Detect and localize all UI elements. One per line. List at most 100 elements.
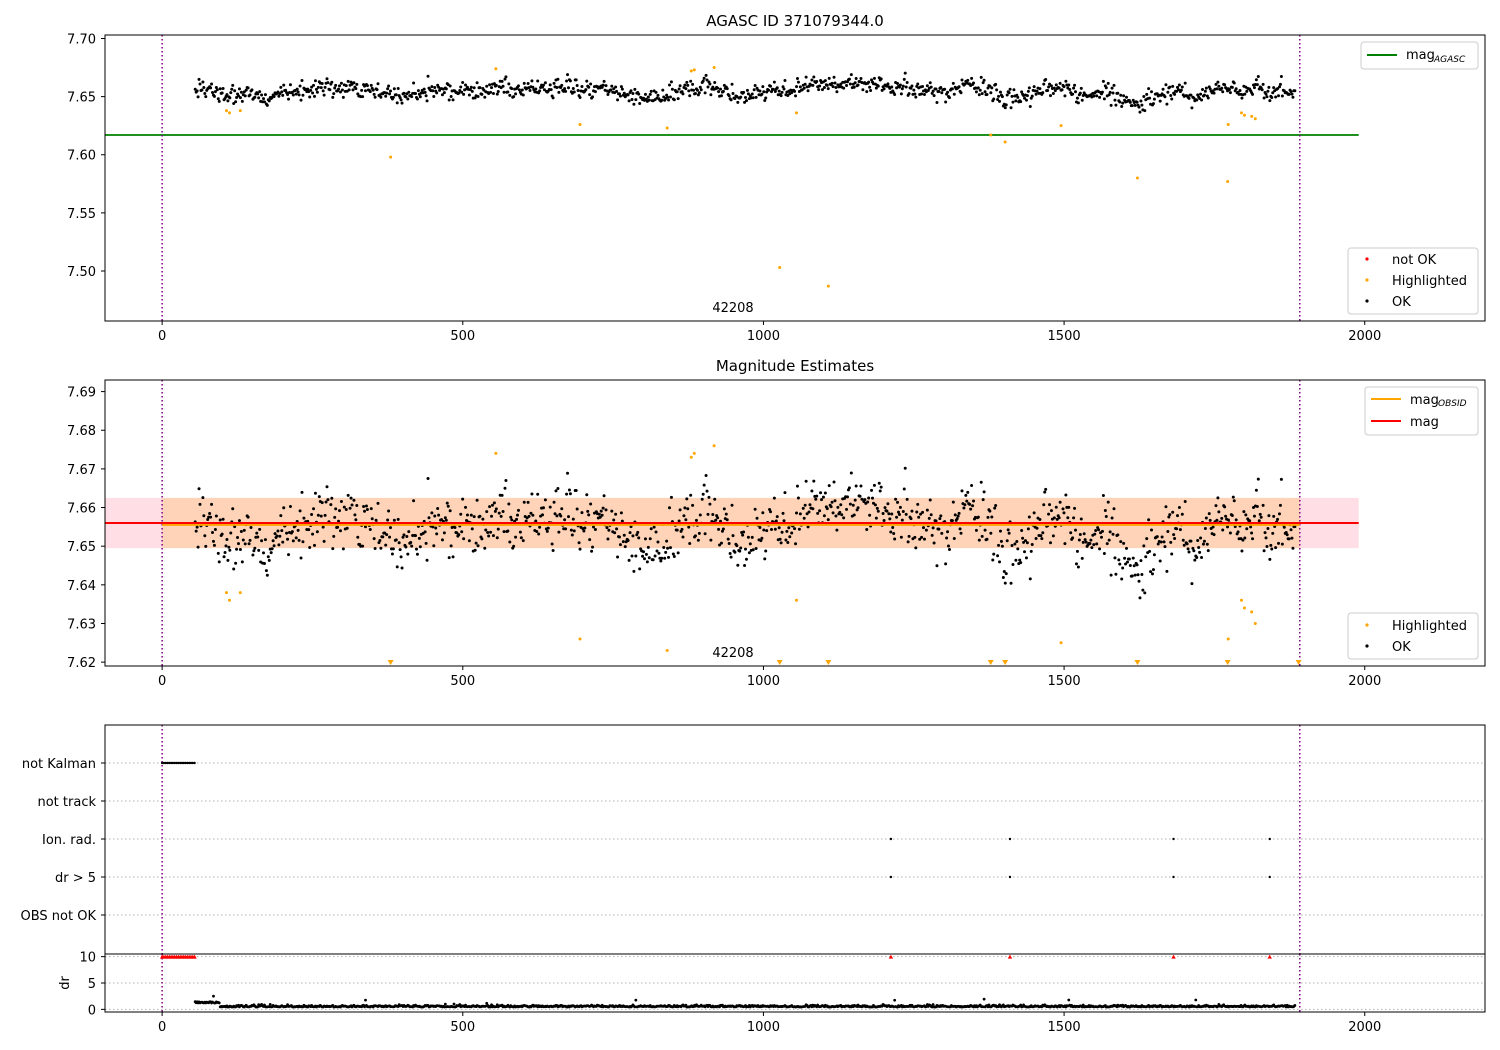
ok-point-667	[835, 90, 839, 94]
ok-point-342	[522, 81, 526, 85]
p4-xtick-label-4: 2000	[1348, 1020, 1381, 1035]
ok-point-441	[617, 92, 621, 96]
ok-point-150	[338, 509, 342, 513]
ok-point-77	[267, 99, 271, 103]
ok-point-696	[863, 498, 867, 502]
ok-point-709	[875, 506, 879, 510]
ok-point-1013	[1168, 513, 1172, 517]
ok-point-490	[665, 539, 669, 543]
ok-point-866	[1026, 527, 1030, 531]
ok-point-425	[602, 79, 606, 83]
ok-point-549	[721, 527, 725, 531]
ok-point-1031	[1185, 542, 1189, 546]
ok-point-995	[1150, 572, 1154, 576]
ok-point-826	[988, 509, 992, 513]
ok-point-20	[212, 94, 216, 98]
dr-point-269	[452, 1002, 456, 1006]
ok-point-1074	[1226, 518, 1230, 522]
ok-point-913	[1072, 86, 1076, 90]
p4-ytick-label-1: 5	[88, 977, 96, 992]
ok-point-302	[484, 528, 488, 532]
highlighted-point-11	[795, 111, 799, 115]
ok-point-136	[324, 500, 328, 504]
ok-point-730	[896, 500, 900, 504]
ok-point-553	[725, 87, 729, 91]
ok-point-121	[310, 513, 314, 517]
ok-point-730	[896, 81, 900, 85]
ok-point-750	[915, 510, 919, 514]
ok-point-16	[209, 86, 213, 90]
ok-point-1017	[1172, 533, 1176, 537]
ok-point-593	[764, 549, 768, 553]
ok-point-503	[677, 519, 681, 523]
ok-point-503	[677, 87, 681, 91]
ok-point-91	[281, 540, 285, 544]
ok-point-594	[765, 90, 769, 94]
ok-point-106	[295, 87, 299, 91]
magnitude-legend-bottom: Highlighted OK	[1347, 612, 1479, 660]
dr-point-1143	[1293, 1004, 1297, 1007]
p2-ytick-label-3: 7.65	[67, 540, 96, 555]
ok-point-794	[957, 511, 961, 515]
ok-point-1099	[1251, 537, 1255, 541]
p2-ytick-label-1: 7.63	[67, 617, 96, 632]
ok-point-713	[879, 77, 883, 81]
ok-point-411	[589, 82, 593, 86]
ok-point-62	[253, 546, 257, 550]
ok-point-247	[431, 525, 435, 529]
ok-point-219	[404, 95, 408, 99]
ok-point-447	[623, 545, 627, 549]
ok-point-638	[807, 510, 811, 514]
ok-point-1071	[1224, 514, 1228, 518]
ok-point-612	[782, 519, 786, 523]
ok-point-767	[931, 526, 935, 530]
ok-point-377	[556, 486, 560, 490]
ok-point-1039	[1193, 558, 1197, 562]
dr-point-767	[931, 1003, 935, 1006]
ok-point-331	[512, 544, 516, 548]
ok-point-724	[890, 85, 894, 89]
ok-point-341	[521, 93, 525, 97]
ok-point-716	[882, 519, 886, 523]
ok-point-1137	[1287, 92, 1291, 96]
highlighted-point-7	[692, 451, 696, 455]
flag-marker-0-9	[177, 761, 180, 765]
ok-point-1018	[1173, 92, 1177, 96]
ok-point-442	[618, 543, 622, 547]
ok-point-474	[649, 527, 653, 531]
ok-point-303	[485, 84, 489, 88]
ok-point-533	[706, 512, 710, 516]
ok-point-674	[842, 516, 846, 520]
ok-point-274	[457, 533, 461, 537]
clipped-marker-2	[825, 660, 832, 665]
ok-point-1076	[1228, 531, 1232, 535]
p1-ytick-label-2: 7.60	[67, 149, 96, 164]
ok-point-249	[433, 86, 437, 90]
ok-point-152	[339, 81, 343, 85]
ok-point-498	[672, 98, 676, 102]
ok-point-905	[1064, 493, 1068, 497]
ok-point-529	[702, 483, 706, 487]
ok-point-765	[929, 85, 933, 89]
ok-point-462	[638, 567, 642, 571]
ok-point-314	[495, 92, 499, 96]
ok-point-456	[632, 569, 636, 573]
ok-point-86	[276, 529, 280, 533]
ok-point-113	[302, 516, 306, 520]
ok-point-756	[921, 510, 925, 514]
ok-point-1027	[1181, 538, 1185, 542]
legend-sub-agasc: AGASC	[1433, 55, 1466, 65]
ok-point-629	[798, 512, 802, 516]
ok-point-868	[1028, 577, 1032, 581]
ok-point-389	[567, 488, 571, 492]
ok-point-884	[1044, 487, 1048, 491]
ok-point-179	[365, 84, 369, 88]
ok-point-241	[425, 558, 429, 562]
ok-point-944	[1101, 493, 1105, 497]
ok-point-293	[475, 81, 479, 85]
ok-point-980	[1136, 573, 1140, 577]
ok-point-921	[1079, 86, 1083, 90]
ok-point-879	[1039, 534, 1043, 538]
ok-point-1053	[1206, 96, 1210, 100]
ok-point-643	[812, 75, 816, 79]
